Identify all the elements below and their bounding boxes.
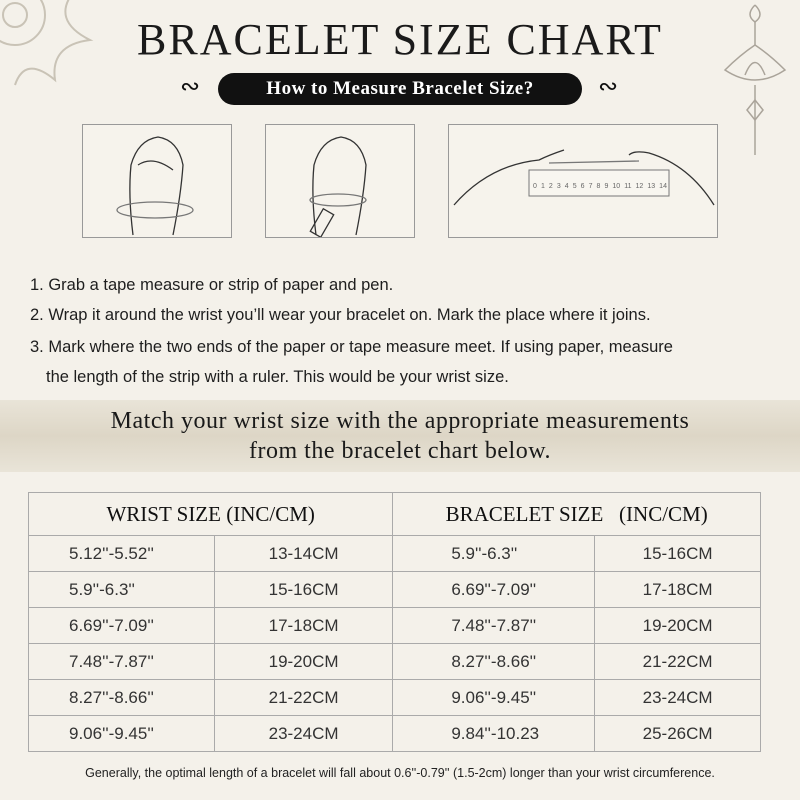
wrist-cm-cell: 15-16CM — [213, 571, 394, 608]
right-swirl-icon: ∾ — [598, 73, 619, 100]
left-swirl-icon: ∾ — [180, 73, 201, 100]
wrist-inches-cell: 9.06''-9.45'' — [28, 715, 215, 752]
table-row: 5.9''-6.3'' 15-16CM 6.69''-7.09'' 17-18CM — [28, 571, 761, 608]
bracelet-cm-cell: 23-24CM — [594, 679, 761, 716]
ruler-scale: 0 1 2 3 4 5 6 7 8 9 10 11 12 13 14 — [533, 183, 667, 190]
bracelet-inches-cell: 9.06''-9.45'' — [392, 679, 596, 716]
page-title: BRACELET SIZE CHART — [137, 15, 663, 64]
wrist-inches-cell: 8.27''-8.66'' — [28, 679, 215, 716]
wrist-wrap-illustration — [82, 124, 232, 238]
wrist-cm-cell: 17-18CM — [213, 607, 394, 644]
bracelet-inches-cell: 7.48''-7.87'' — [392, 607, 596, 644]
wrist-inches-cell: 7.48''-7.87'' — [28, 643, 215, 680]
step-1: 1. Grab a tape measure or strip of paper… — [30, 276, 394, 294]
bracelet-inches-cell: 6.69''-7.09'' — [392, 571, 596, 608]
step-3-continued: the length of the strip with a ruler. Th… — [46, 368, 509, 386]
bracelet-cm-cell: 19-20CM — [594, 607, 761, 644]
bracelet-inches-cell: 5.9''-6.3'' — [392, 535, 596, 572]
ruler-measure-illustration: 0 1 2 3 4 5 6 7 8 9 10 11 12 13 14 — [448, 124, 718, 238]
wrist-size-header: WRIST SIZE (INC/CM) — [27, 492, 394, 536]
footnote: Generally, the optimal length of a brace… — [85, 766, 715, 780]
table-header-row: WRIST SIZE (INC/CM) BRACELET SIZE (INC/C… — [27, 492, 761, 536]
wrist-inches-cell: 6.69''-7.09'' — [28, 607, 215, 644]
bracelet-cm-cell: 15-16CM — [594, 535, 761, 572]
match-banner — [0, 400, 800, 472]
wrist-inches-cell: 5.12''-5.52'' — [28, 535, 215, 572]
table-row: 9.06''-9.45'' 23-24CM 9.84''-10.23 25-26CM — [28, 715, 761, 752]
wrist-inches-cell: 5.9''-6.3'' — [28, 571, 215, 608]
mark-wrist-illustration — [265, 124, 415, 239]
match-instruction: Match your wrist size with the appropria… — [0, 406, 800, 466]
match-line-2: from the bracelet chart below. — [249, 438, 551, 464]
bracelet-cm-cell: 25-26CM — [594, 715, 761, 752]
subtitle-badge: How to Measure Bracelet Size? — [218, 73, 582, 105]
step-2: 2. Wrap it around the wrist you’ll wear … — [30, 306, 651, 324]
bracelet-cm-cell: 17-18CM — [594, 571, 761, 608]
bracelet-cm-cell: 21-22CM — [594, 643, 761, 680]
size-table: WRIST SIZE (INC/CM) BRACELET SIZE (INC/C… — [27, 492, 761, 752]
match-line-1: Match your wrist size with the appropria… — [110, 408, 690, 434]
wrist-cm-cell: 19-20CM — [213, 643, 394, 680]
table-row: 5.12''-5.52'' 13-14CM 5.9''-6.3'' 15-16CM — [28, 535, 761, 572]
table-row: 7.48''-7.87'' 19-20CM 8.27''-8.66'' 21-22CM — [28, 643, 761, 680]
wrist-cm-cell: 23-24CM — [213, 715, 394, 752]
wrist-cm-cell: 21-22CM — [213, 679, 394, 716]
wrist-cm-cell: 13-14CM — [213, 535, 394, 572]
step-3: 3. Mark where the two ends of the paper … — [30, 338, 673, 356]
bracelet-inches-cell: 9.84''-10.23 — [392, 715, 596, 752]
table-row: 8.27''-8.66'' 21-22CM 9.06''-9.45'' 23-24CM — [28, 679, 761, 716]
bracelet-size-header: BRACELET SIZE (INC/CM) — [392, 492, 761, 536]
lotus-decoration-icon — [723, 4, 787, 155]
mandala-decoration-icon — [0, 0, 94, 86]
table-row: 6.69''-7.09'' 17-18CM 7.48''-7.87'' 19-20CM — [28, 607, 761, 644]
bracelet-inches-cell: 8.27''-8.66'' — [392, 643, 596, 680]
